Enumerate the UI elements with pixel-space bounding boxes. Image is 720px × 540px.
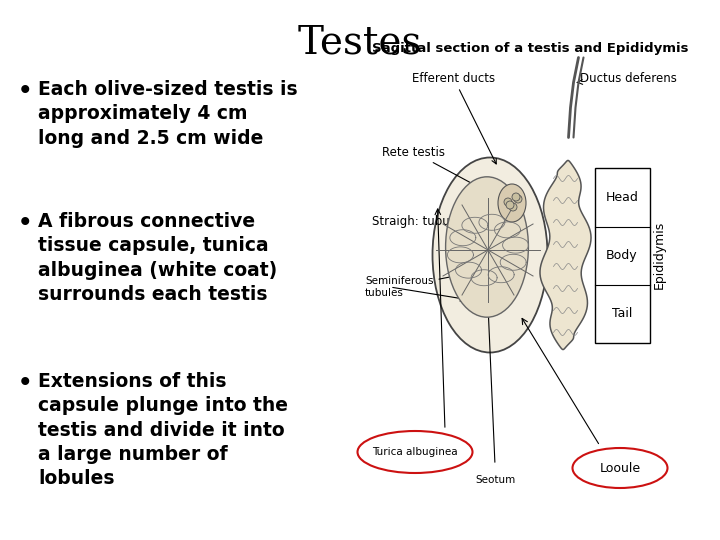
Ellipse shape [498, 184, 526, 222]
Text: •: • [18, 372, 32, 395]
Polygon shape [540, 160, 591, 349]
Circle shape [506, 201, 514, 209]
Text: Tail: Tail [612, 307, 632, 320]
Text: Seotum: Seotum [475, 475, 515, 485]
Text: Ductus deferens: Ductus deferens [577, 71, 677, 84]
Text: Head: Head [606, 191, 639, 204]
Text: Epididymis: Epididymis [652, 221, 665, 289]
Ellipse shape [433, 158, 547, 353]
Text: Each olive-sized testis is
approximately 4 cm
long and 2.5 cm wide: Each olive-sized testis is approximately… [38, 80, 297, 147]
Circle shape [514, 195, 522, 203]
Text: A fibrous connective
tissue capsule, tunica
albuginea (white coat)
surrounds eac: A fibrous connective tissue capsule, tun… [38, 212, 277, 303]
Text: Turica albuginea: Turica albuginea [372, 447, 458, 457]
Circle shape [509, 203, 517, 211]
Text: Rete testis: Rete testis [382, 145, 508, 203]
Text: Testes: Testes [298, 25, 422, 62]
Ellipse shape [572, 448, 667, 488]
Text: Efferent ducts: Efferent ducts [412, 71, 496, 164]
Text: Looule: Looule [600, 462, 641, 475]
Ellipse shape [358, 431, 472, 473]
Text: •: • [18, 212, 32, 235]
Circle shape [504, 198, 512, 206]
Text: Seminiferous
tubules: Seminiferous tubules [365, 274, 456, 298]
Text: Extensions of this
capsule plunge into the
testis and divide it into
a large num: Extensions of this capsule plunge into t… [38, 372, 288, 488]
Circle shape [512, 193, 520, 201]
Text: Body: Body [606, 249, 638, 262]
Text: Straigh: tubules: Straigh: tubules [372, 215, 491, 240]
Text: •: • [18, 80, 32, 103]
Bar [595, 167, 649, 342]
Ellipse shape [446, 177, 528, 317]
Text: Sagittal section of a testis and Epididymis: Sagittal section of a testis and Epididy… [372, 42, 688, 55]
